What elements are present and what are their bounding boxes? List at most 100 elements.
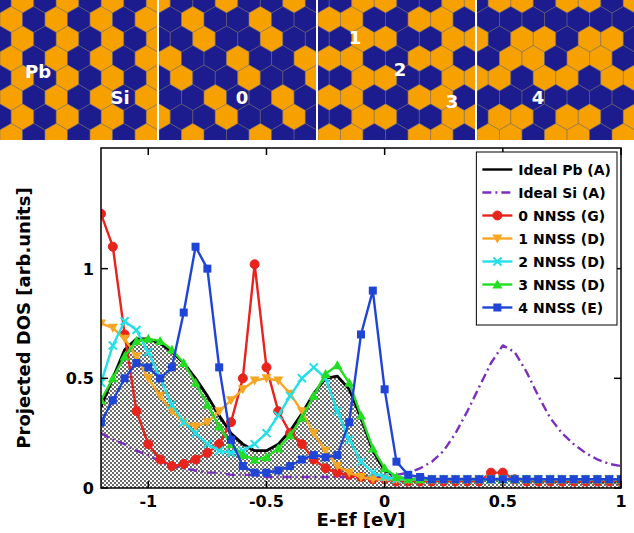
data-point bbox=[120, 351, 130, 360]
hexagon bbox=[545, 124, 568, 141]
legend-label: 2 NNSS (D) bbox=[518, 254, 605, 270]
data-point bbox=[604, 474, 614, 483]
data-point bbox=[215, 363, 223, 371]
data-point bbox=[214, 407, 224, 416]
data-point bbox=[545, 475, 555, 484]
data-point bbox=[274, 466, 282, 474]
hexagon bbox=[135, 124, 157, 141]
legend-marker bbox=[492, 280, 502, 289]
structure-panel bbox=[159, 0, 316, 140]
data-point bbox=[439, 475, 449, 484]
y-tick bbox=[101, 487, 108, 489]
data-point bbox=[474, 475, 484, 484]
data-point bbox=[605, 475, 613, 483]
data-point bbox=[144, 440, 153, 449]
data-point bbox=[333, 407, 341, 415]
data-point bbox=[132, 407, 141, 416]
data-point bbox=[250, 260, 259, 269]
data-point bbox=[592, 475, 602, 484]
hexagon bbox=[318, 124, 341, 141]
hexagon bbox=[227, 124, 250, 141]
panel-bg bbox=[318, 0, 475, 140]
site-label: 1 bbox=[349, 27, 362, 48]
data-point bbox=[582, 475, 590, 483]
series-markers bbox=[101, 334, 621, 483]
data-point bbox=[168, 363, 176, 371]
data-point bbox=[262, 469, 270, 477]
data-point bbox=[416, 473, 424, 481]
data-point bbox=[179, 418, 189, 427]
data-point bbox=[533, 474, 543, 483]
data-point bbox=[310, 363, 318, 371]
data-point bbox=[522, 475, 530, 483]
panel-bg bbox=[159, 0, 316, 140]
legend-label: Ideal Pb (A) bbox=[518, 162, 611, 178]
data-point bbox=[297, 413, 307, 422]
hexagon bbox=[294, 124, 316, 141]
data-point bbox=[428, 475, 436, 483]
data-point bbox=[570, 475, 578, 483]
hexagon bbox=[182, 124, 205, 141]
data-point bbox=[214, 422, 224, 431]
x-tick bbox=[384, 481, 386, 488]
data-point bbox=[463, 475, 471, 483]
data-point bbox=[121, 374, 129, 382]
site-label: 0 bbox=[236, 87, 249, 108]
data-point bbox=[131, 336, 141, 345]
data-point bbox=[180, 418, 188, 426]
structure-panel bbox=[0, 0, 157, 140]
data-point bbox=[309, 429, 319, 438]
data-point bbox=[332, 360, 342, 369]
data-point bbox=[108, 242, 117, 251]
data-point bbox=[533, 475, 543, 484]
data-point bbox=[558, 475, 566, 483]
data-point bbox=[605, 475, 613, 483]
data-point bbox=[522, 475, 530, 483]
legend-swatch bbox=[482, 191, 512, 193]
site-label: 3 bbox=[446, 91, 459, 112]
data-point bbox=[297, 440, 306, 449]
data-point bbox=[215, 447, 223, 455]
hexagon bbox=[567, 124, 590, 141]
data-point bbox=[203, 440, 211, 448]
site-label: Pb bbox=[25, 61, 51, 82]
data-point bbox=[452, 475, 460, 483]
plot-bg bbox=[101, 148, 621, 488]
x-tick-label: -1 bbox=[139, 492, 157, 511]
series-line bbox=[101, 339, 621, 479]
data-point bbox=[427, 475, 437, 484]
hexagon bbox=[363, 124, 386, 141]
y-tick bbox=[614, 487, 621, 489]
data-point bbox=[144, 348, 152, 356]
data-point bbox=[451, 475, 461, 484]
hexagon bbox=[408, 124, 431, 141]
data-point bbox=[380, 463, 390, 472]
data-point bbox=[521, 475, 531, 484]
structure-panel bbox=[318, 0, 475, 140]
data-point bbox=[487, 475, 495, 483]
series-line bbox=[101, 214, 621, 482]
data-point bbox=[203, 448, 212, 457]
x-tick bbox=[148, 148, 150, 155]
data-point bbox=[273, 377, 283, 386]
data-point bbox=[238, 385, 248, 394]
data-point bbox=[226, 396, 236, 405]
data-point bbox=[321, 464, 330, 473]
data-point bbox=[357, 330, 365, 338]
figure: PbSi01234-1-0.500.5100.51E-Ef [eV]Projec… bbox=[0, 0, 634, 533]
hexagon bbox=[113, 124, 136, 141]
data-point bbox=[251, 469, 259, 477]
data-point bbox=[604, 475, 614, 484]
data-point bbox=[592, 474, 602, 483]
data-point bbox=[557, 475, 567, 484]
data-point bbox=[427, 474, 437, 483]
hexagon bbox=[612, 124, 634, 141]
hexagon bbox=[431, 124, 454, 141]
data-point bbox=[475, 475, 483, 483]
hexagon bbox=[341, 124, 364, 141]
data-point bbox=[227, 436, 235, 444]
data-point bbox=[156, 374, 164, 382]
data-point bbox=[202, 400, 212, 409]
data-point bbox=[510, 474, 520, 483]
data-point bbox=[440, 475, 448, 483]
